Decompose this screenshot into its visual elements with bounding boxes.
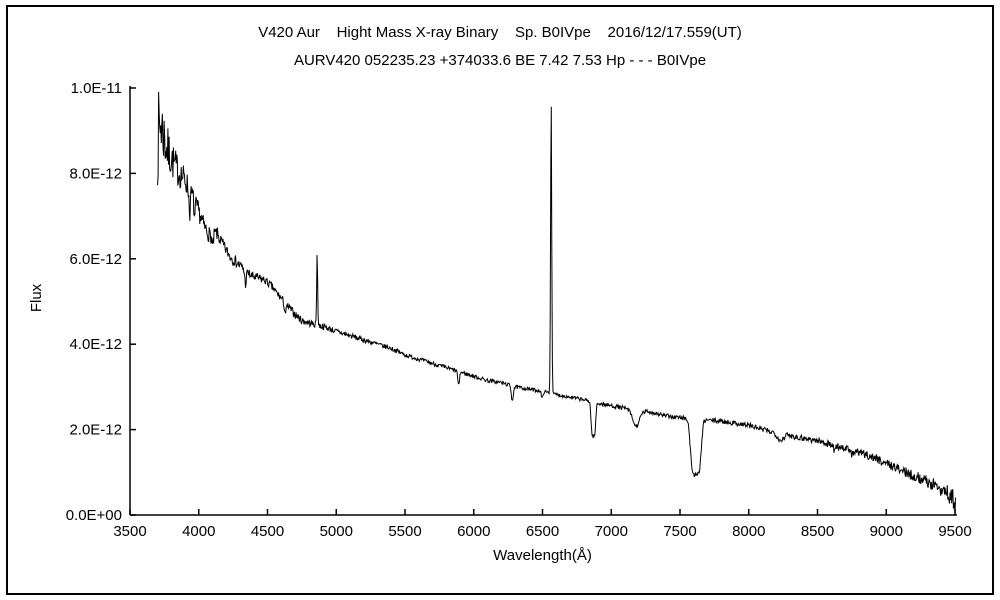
chart-title: V420 Aur Hight Mass X-ray Binary Sp. B0I… — [258, 24, 742, 41]
x-tick-label: 5500 — [388, 523, 421, 540]
x-axis-label: Wavelength(Å) — [493, 547, 592, 564]
y-tick-label: 8.0E-12 — [69, 165, 122, 182]
chart-subtitle: AURV420 052235.23 +374033.6 BE 7.42 7.53… — [293, 52, 707, 69]
x-tick-label: 5000 — [320, 523, 353, 540]
x-tick-label: 4000 — [182, 523, 215, 540]
x-tick-label: 3500 — [113, 523, 146, 540]
y-tick-label: 0.0E+00 — [66, 507, 122, 524]
x-tick-label: 4500 — [251, 523, 284, 540]
y-tick-label: 6.0E-12 — [69, 251, 122, 268]
x-tick-label: 9000 — [870, 523, 903, 540]
x-tick-label: 9500 — [938, 523, 971, 540]
x-tick-label: 8500 — [801, 523, 834, 540]
x-tick-label: 6000 — [457, 523, 490, 540]
x-tick-label: 6500 — [526, 523, 559, 540]
y-tick-label: 4.0E-12 — [69, 336, 122, 353]
x-tick-label: 7500 — [663, 523, 696, 540]
x-tick-label: 7000 — [595, 523, 628, 540]
x-tick-label: 8000 — [732, 523, 765, 540]
y-tick-label: 2.0E-12 — [69, 422, 122, 439]
spectrum-line — [157, 91, 956, 516]
y-tick-label: 1.0E-11 — [71, 80, 122, 97]
